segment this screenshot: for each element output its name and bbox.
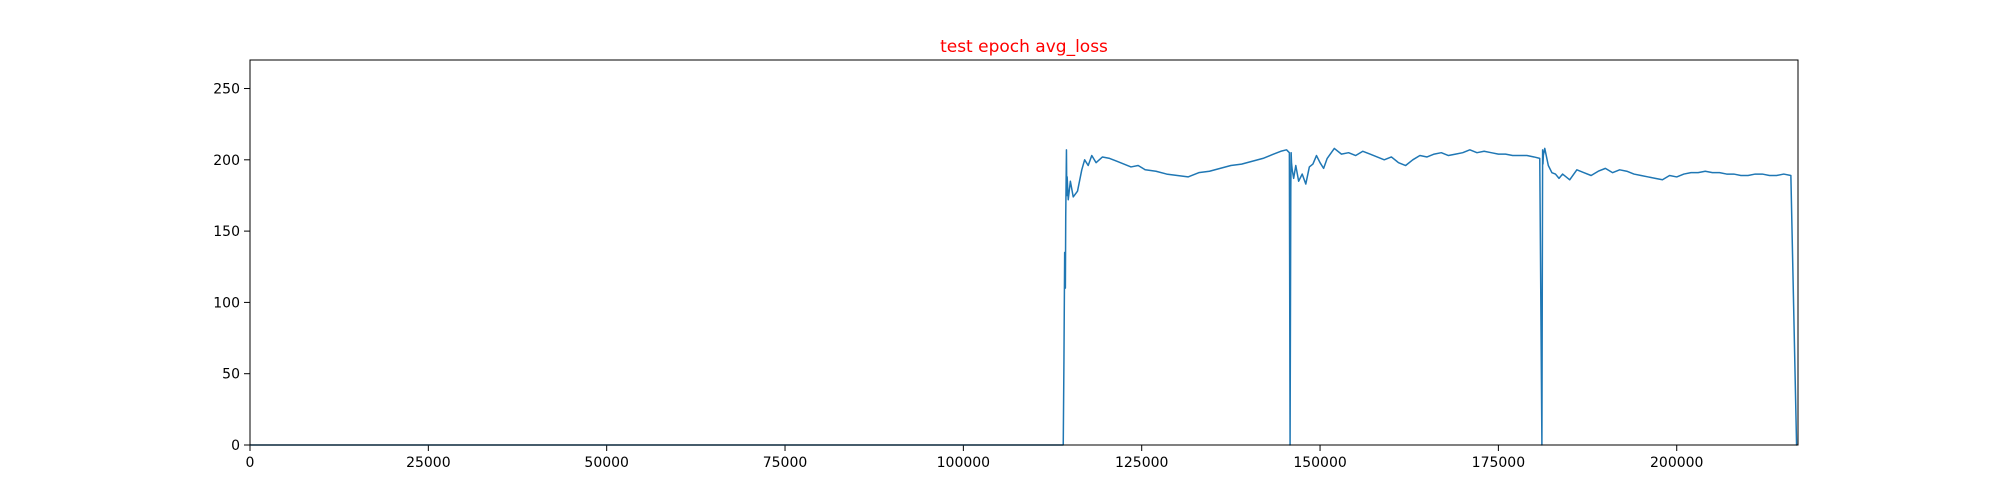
y-axis-ticks: 0 50 100 150 200 250 <box>213 82 250 454</box>
series-line <box>250 147 1798 446</box>
y-tick-label: 250 <box>213 82 240 98</box>
y-tick-label: 150 <box>213 224 240 240</box>
y-tick-label: 50 <box>222 367 240 383</box>
y-tick-label: 200 <box>213 153 240 169</box>
plot-frame <box>249 59 1799 446</box>
series-layer <box>250 147 1798 446</box>
x-tick-label: 150000 <box>1293 455 1346 471</box>
x-tick-label: 0 <box>246 455 255 471</box>
x-tick-label: 125000 <box>1115 455 1168 471</box>
chart-title: test epoch avg_loss <box>940 37 1108 57</box>
x-tick-label: 25000 <box>406 455 451 471</box>
x-tick-label: 100000 <box>937 455 990 471</box>
x-axis-ticks: 0 25000 50000 75000 100000 125000 150000 175000… <box>246 445 1703 471</box>
y-tick-label: 100 <box>213 295 240 311</box>
x-tick-label: 175000 <box>1472 455 1525 471</box>
y-tick-label: 0 <box>231 438 240 454</box>
x-tick-label: 75000 <box>763 455 808 471</box>
x-tick-label: 50000 <box>584 455 629 471</box>
x-tick-label: 200000 <box>1650 455 1703 471</box>
